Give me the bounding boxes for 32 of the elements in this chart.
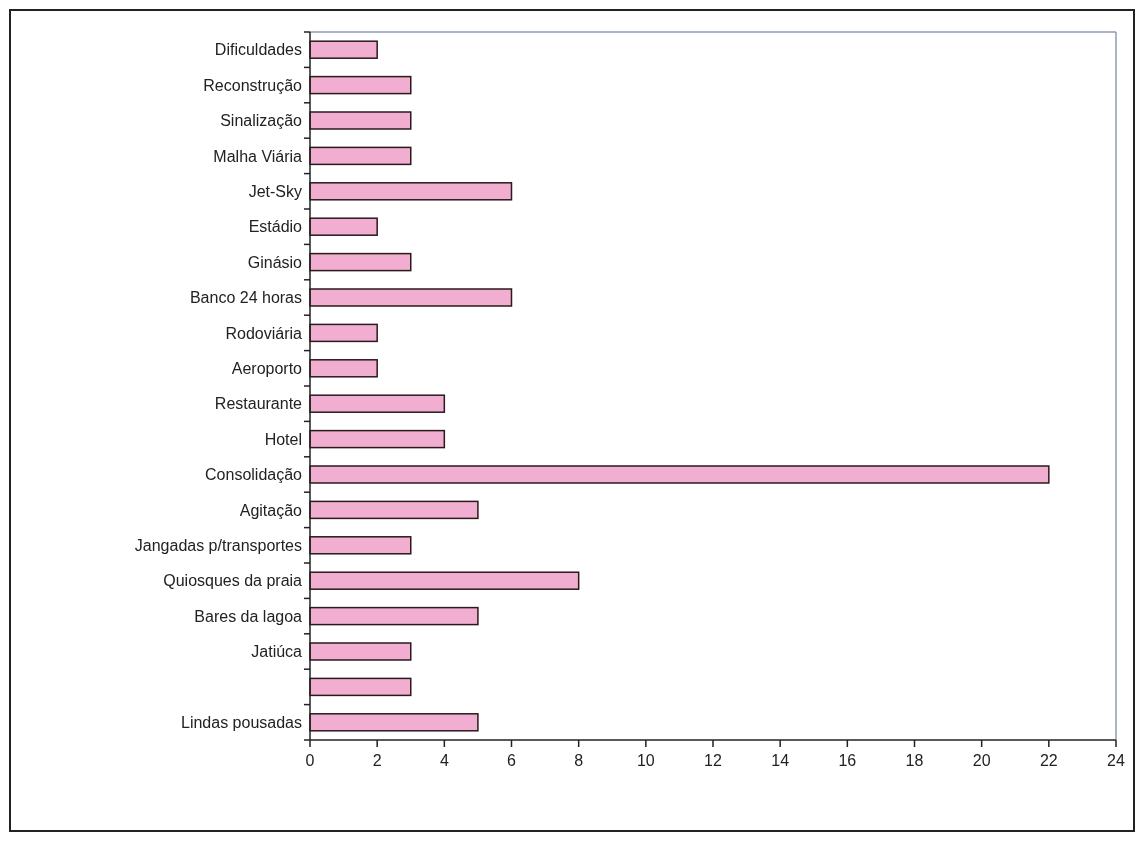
x-tick-label: 24 — [1107, 752, 1125, 769]
y-tick-label: Agitação — [239, 501, 303, 519]
x-tick-label: 20 — [972, 752, 991, 769]
x-tick-label: 16 — [838, 752, 857, 769]
x-tick-label: 6 — [507, 752, 517, 769]
x-tick-label: 14 — [771, 752, 790, 769]
x-tick-label: 0 — [305, 752, 315, 769]
x-tick-label: 2 — [372, 752, 382, 769]
y-tick-label: Sinalização — [220, 112, 303, 130]
x-tick-label: 18 — [905, 752, 924, 769]
y-tick-label: Consolidação — [205, 466, 303, 484]
y-tick-label: Jet-Sky — [248, 182, 302, 200]
y-tick-label: Lindas pousadas — [181, 713, 302, 731]
y-tick-label: Quiosques da praia — [163, 572, 303, 590]
y-tick-label: Estádio — [248, 218, 303, 236]
y-tick-label: Jangadas p/transportes — [134, 536, 302, 554]
y-tick-label: Hotel — [264, 430, 302, 448]
y-tick-label: Banco 24 horas — [189, 289, 302, 307]
y-tick-label: Aeroporto — [231, 359, 303, 377]
x-tick-label: 4 — [439, 752, 449, 769]
x-tick-label: 12 — [704, 752, 722, 769]
y-tick-label: Restaurante — [214, 395, 303, 413]
x-tick-label: 22 — [1039, 752, 1058, 769]
y-tick-label: Ginásio — [247, 253, 303, 271]
x-tick-label: 8 — [574, 752, 584, 769]
y-tick-label: Dificuldades — [214, 41, 302, 59]
x-tick-label: 10 — [636, 752, 655, 769]
y-tick-label: Bares da lagoa — [194, 607, 303, 625]
y-tick-label: Jatiúca — [251, 643, 303, 661]
y-tick-label: Reconstrução — [203, 76, 303, 94]
y-tick-label: Rodoviária — [225, 324, 303, 342]
y-tick-label: Malha Viária — [213, 147, 303, 165]
